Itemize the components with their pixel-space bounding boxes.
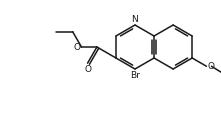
- Text: O: O: [84, 65, 91, 74]
- Text: Br: Br: [130, 71, 140, 80]
- Text: O: O: [208, 62, 214, 71]
- Text: O: O: [74, 42, 80, 51]
- Text: N: N: [132, 14, 138, 23]
